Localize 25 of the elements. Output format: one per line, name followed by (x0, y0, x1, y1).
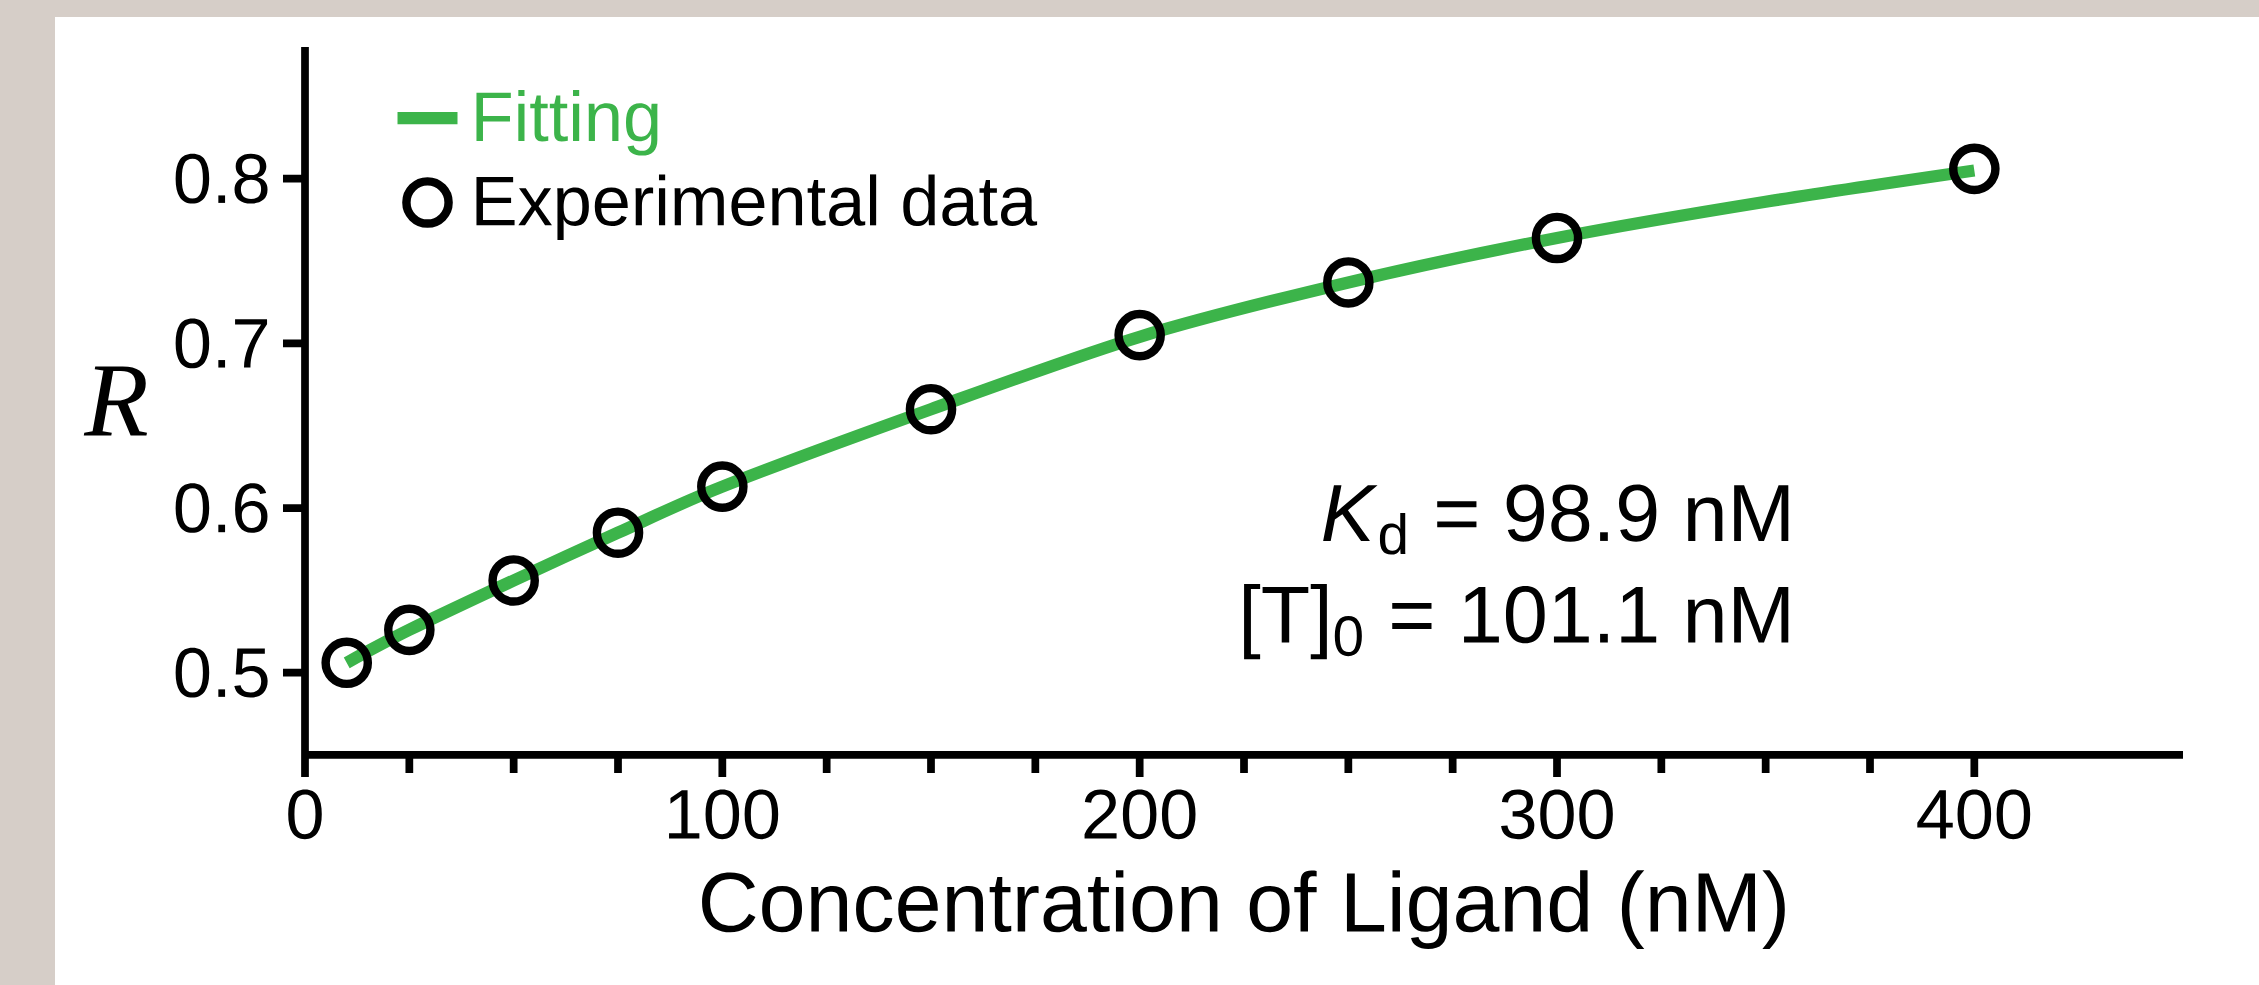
y-tick-label: 0.5 (175, 647, 268, 698)
y-tick-label: 0.7 (175, 318, 268, 369)
x-tick-label: 400 (1917, 789, 2031, 840)
point (592, 507, 644, 559)
y-tick-label: 0.6 (175, 483, 268, 533)
annotation: [T]$_{0}$ = 101.1 nM (1244, 583, 1789, 660)
x-tick-label: 300 (1501, 789, 1613, 840)
point (488, 555, 539, 606)
x-tick-label: 100 (669, 789, 779, 840)
point (321, 637, 373, 689)
x-tick-label: 0 (288, 789, 322, 840)
y-tick-label: 0.8 (175, 153, 268, 204)
point (1531, 212, 1583, 264)
point (1949, 143, 2000, 195)
point (905, 383, 957, 435)
point (697, 461, 748, 512)
y-axis-title: R (83, 366, 147, 436)
legend-label: Fitting (476, 90, 658, 156)
point (1323, 257, 1374, 308)
legend-label: Experimental data (476, 174, 1038, 240)
point (1114, 309, 1165, 361)
point (384, 604, 435, 656)
x-tick-label: 200 (1084, 789, 1196, 840)
annotation: K$_{d}$ = 98.9 nM (1323, 484, 1789, 555)
x-axis-title: Concentration of Ligand (nM) (702, 870, 1785, 949)
